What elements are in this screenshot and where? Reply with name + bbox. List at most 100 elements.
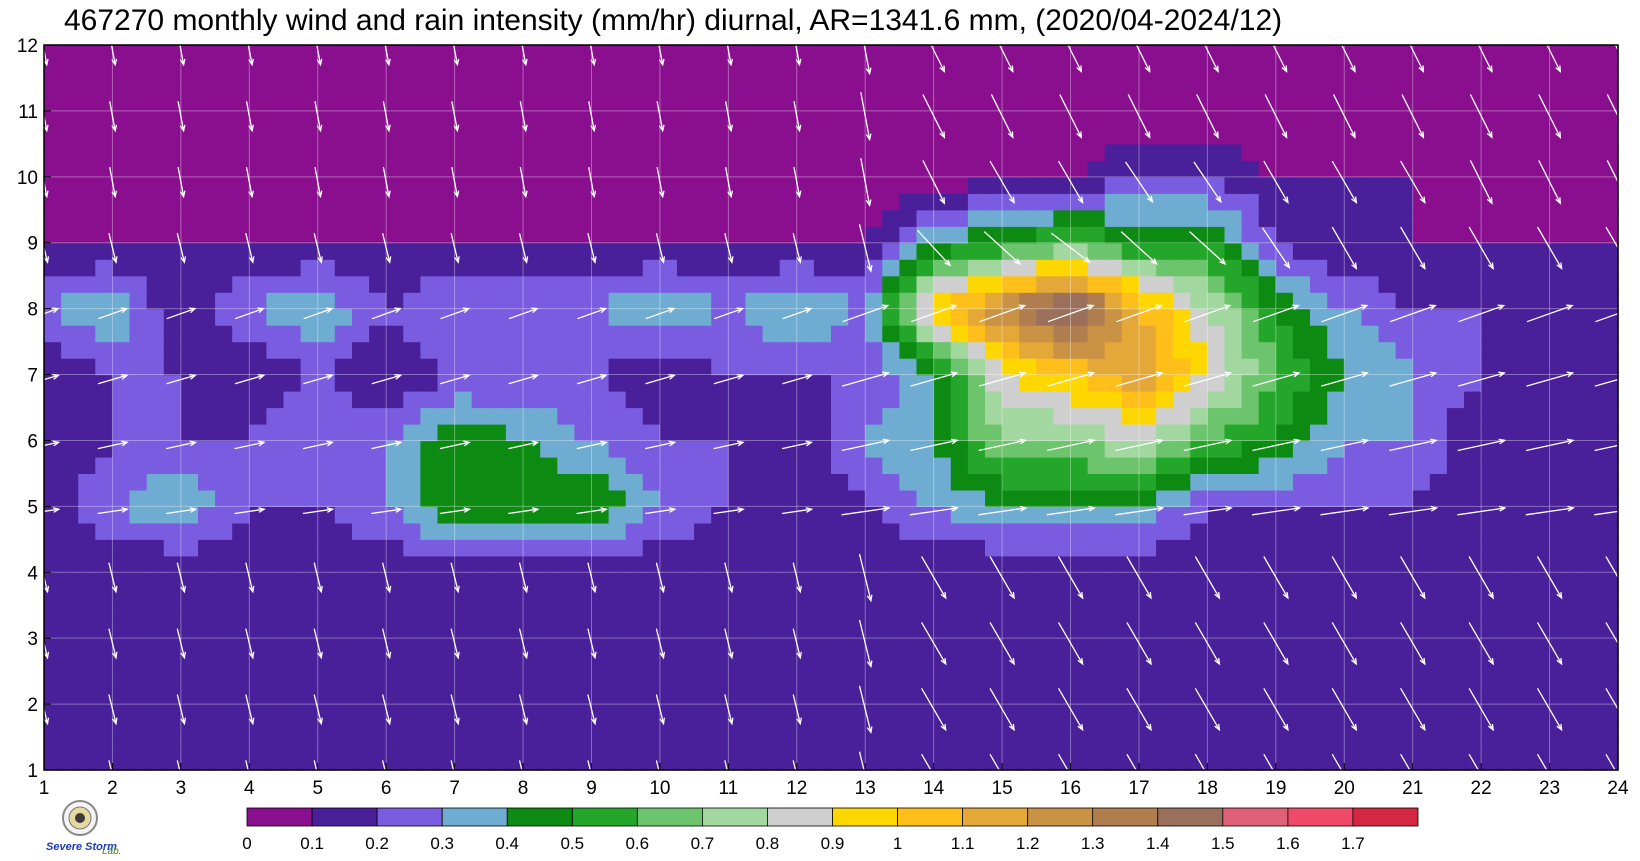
heat-cell <box>61 490 79 507</box>
heat-cell <box>780 408 798 425</box>
heat-cell <box>899 78 917 95</box>
heat-cell <box>1036 737 1054 754</box>
heat-cell <box>1567 226 1585 243</box>
heat-cell <box>266 572 284 589</box>
heat-cell <box>1379 259 1397 276</box>
heat-cell <box>164 638 182 655</box>
heat-cell <box>557 259 575 276</box>
x-tick-label: 23 <box>1539 778 1560 799</box>
heat-cell <box>1259 506 1277 523</box>
heat-cell <box>1550 78 1568 95</box>
heat-cell <box>1396 111 1414 128</box>
heat-cell <box>489 523 507 540</box>
heat-cell <box>626 589 644 606</box>
heat-cell <box>489 556 507 573</box>
heat-cell <box>164 655 182 672</box>
heat-cell <box>1481 688 1499 705</box>
heat-cell <box>763 358 781 375</box>
heat-cell <box>882 408 900 425</box>
heat-cell <box>609 111 627 128</box>
heat-cell <box>523 424 541 441</box>
heat-cell <box>1207 556 1225 573</box>
heat-cell <box>1207 688 1225 705</box>
heat-cell <box>95 506 113 523</box>
heat-cell <box>592 605 610 622</box>
heat-cell <box>865 292 883 309</box>
heat-cell <box>403 177 421 194</box>
y-tick-label: 8 <box>27 300 38 321</box>
heat-cell <box>711 671 729 688</box>
heat-cell <box>1105 704 1123 721</box>
heat-cell <box>951 605 969 622</box>
heat-cell <box>1002 754 1020 771</box>
heat-cell <box>438 704 456 721</box>
heat-cell <box>917 160 935 177</box>
heat-cell <box>352 523 370 540</box>
heat-cell <box>1036 704 1054 721</box>
heat-cell <box>1567 144 1585 161</box>
heat-cell <box>1567 210 1585 227</box>
heat-cell <box>1498 556 1516 573</box>
heat-cell <box>848 473 866 490</box>
heat-cell <box>1036 78 1054 95</box>
heat-cell <box>369 457 387 474</box>
heat-cell <box>643 111 661 128</box>
heat-cell <box>797 210 815 227</box>
heat-cell <box>181 342 199 359</box>
heat-cell <box>1019 243 1037 260</box>
heat-cell <box>1464 62 1482 79</box>
heat-cell <box>1088 193 1106 210</box>
heat-cell <box>557 754 575 771</box>
heat-cell <box>78 276 96 293</box>
heat-cell <box>1139 490 1157 507</box>
heat-cell <box>1396 655 1414 672</box>
heat-cell <box>917 193 935 210</box>
heat-cell <box>1242 572 1260 589</box>
heat-cell <box>301 193 319 210</box>
heat-cell <box>147 704 165 721</box>
heat-cell <box>1601 589 1619 606</box>
heat-cell <box>968 638 986 655</box>
heat-cell <box>352 276 370 293</box>
heat-cell <box>1413 358 1431 375</box>
heat-cell <box>284 737 302 754</box>
heat-cell <box>1071 358 1089 375</box>
heat-cell <box>917 605 935 622</box>
heat-cell <box>61 309 79 326</box>
heat-cell <box>1190 539 1208 556</box>
heat-cell <box>472 358 490 375</box>
heat-cell <box>1498 671 1516 688</box>
heat-cell <box>728 177 746 194</box>
heat-cell <box>1156 62 1174 79</box>
heat-cell <box>540 342 558 359</box>
heat-cell <box>489 490 507 507</box>
heat-cell <box>438 259 456 276</box>
heat-cell <box>540 144 558 161</box>
heat-cell <box>164 45 182 62</box>
heat-cell <box>1379 638 1397 655</box>
heat-cell <box>1242 193 1260 210</box>
heat-cell <box>1601 671 1619 688</box>
heat-cell <box>1156 754 1174 771</box>
heat-cell <box>95 292 113 309</box>
heat-cell <box>780 638 798 655</box>
heat-cell <box>951 523 969 540</box>
heat-cell <box>746 276 764 293</box>
heat-cell <box>728 325 746 342</box>
heat-cell <box>215 358 233 375</box>
heat-cell <box>420 605 438 622</box>
heat-cell <box>489 688 507 705</box>
heat-cell <box>44 754 62 771</box>
heat-cell <box>831 342 849 359</box>
heat-cell <box>1533 737 1551 754</box>
heat-cell <box>112 45 130 62</box>
heat-cell <box>506 78 524 95</box>
heat-cell <box>1036 490 1054 507</box>
heat-cell <box>335 589 353 606</box>
heat-cell <box>369 490 387 507</box>
heat-cell <box>1173 490 1191 507</box>
heat-cell <box>609 589 627 606</box>
heat-cell <box>1430 704 1448 721</box>
heat-cell <box>746 62 764 79</box>
heat-cell <box>899 589 917 606</box>
